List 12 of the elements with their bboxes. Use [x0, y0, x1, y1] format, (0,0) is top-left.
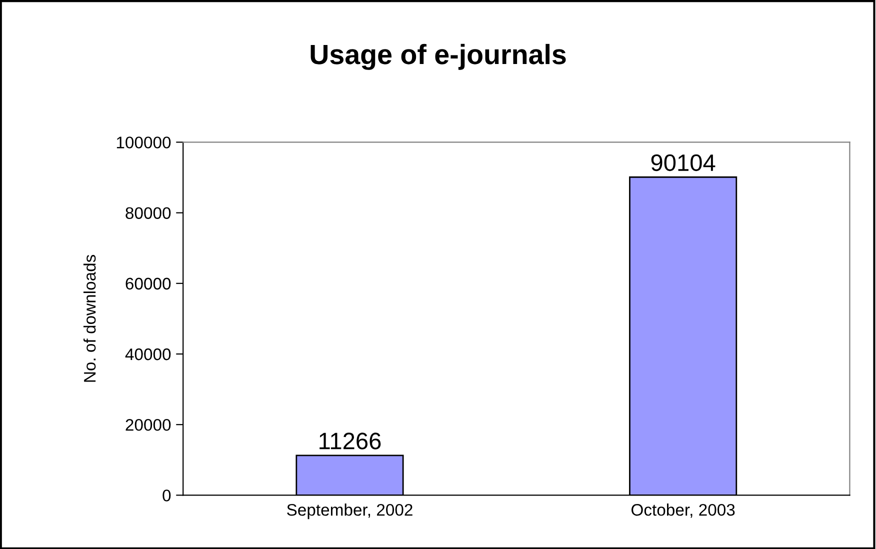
- y-tick-label: 60000: [126, 278, 171, 290]
- y-tick-label: 20000: [126, 419, 171, 431]
- x-tick-label: October, 2003: [632, 504, 735, 518]
- chart-title: Usage of e-journals: [310, 44, 566, 70]
- x-tick-label: September, 2002: [287, 504, 412, 520]
- y-tick-label: 100000: [116, 136, 171, 148]
- y-tick-label: 40000: [125, 348, 171, 360]
- y-axis-title: No. of downloads: [83, 254, 96, 382]
- data-label: 90104: [651, 154, 716, 172]
- y-tick-label: 0: [162, 490, 171, 502]
- y-tick-label: 80000: [126, 207, 171, 219]
- data-label: 11266: [320, 432, 381, 450]
